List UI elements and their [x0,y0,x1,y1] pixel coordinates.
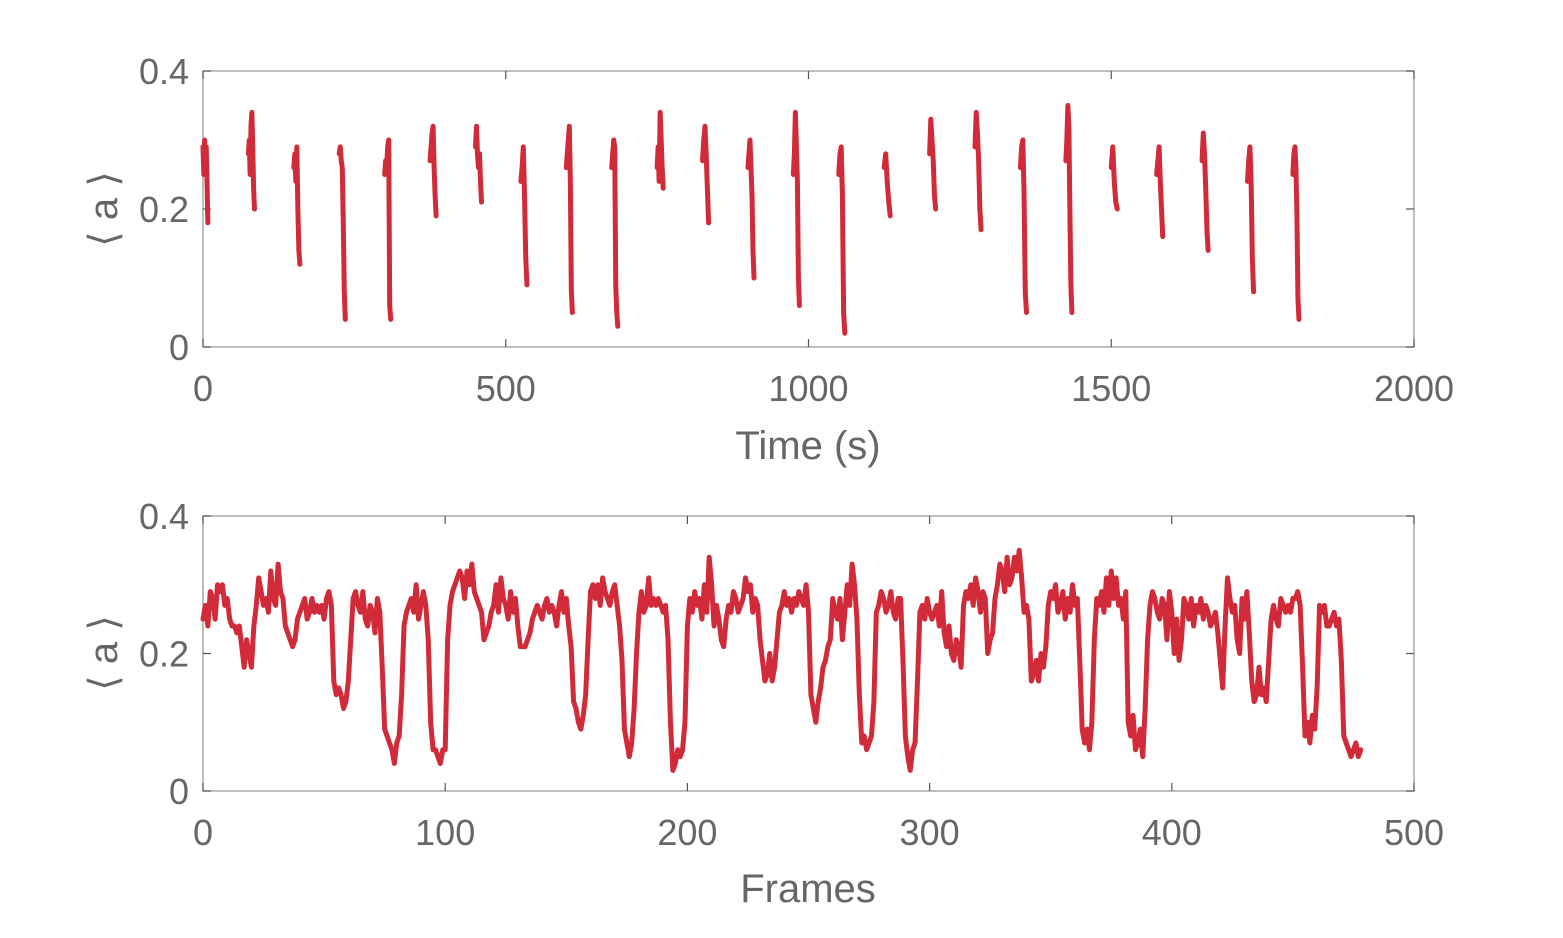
frames-x-tick-label: 300 [900,812,960,853]
time-y-tick-label: 0.4 [139,51,189,92]
time-y-axis-label: ⟨ a ⟩ [82,171,126,247]
frames-y-tick-labels: 0 0.2 0.4 [139,496,189,812]
time-panel: 0 500 1000 1500 2000 0 0.2 0.4 Time (s) ⟨ a ⟩ [82,51,1454,468]
time-plot-frame [202,70,1415,348]
frames-x-tick-label: 100 [415,812,475,853]
frames-y-axis-label: ⟨ a ⟩ [82,615,126,691]
frames-y-tick-label: 0.2 [139,634,189,675]
time-series-line [200,103,1302,336]
time-y-tick-labels: 0 0.2 0.4 [139,51,189,368]
time-x-tick-labels: 0 500 1000 1500 2000 [193,368,1454,409]
frames-y-tick-label: 0.4 [139,496,189,537]
frames-series-line [200,547,1364,773]
frames-x-axis-label: Frames [740,867,876,911]
time-x-tick-label: 2000 [1374,368,1454,409]
time-x-tick-label: 0 [193,368,213,409]
frames-x-tick-label: 400 [1142,812,1202,853]
frames-x-tick-label: 0 [193,812,213,853]
time-x-tick-label: 1500 [1071,368,1151,409]
time-y-tick-label: 0.2 [139,189,189,230]
time-y-tick-label: 0 [169,327,189,368]
time-x-tick-label: 1000 [768,368,848,409]
frames-y-tick-label: 0 [169,771,189,812]
frames-x-tick-labels: 0 100 200 300 400 500 [193,812,1444,853]
time-x-tick-label: 500 [476,368,536,409]
frames-axis-ticks [202,515,1415,792]
frames-x-tick-label: 500 [1384,812,1444,853]
time-axis-ticks [202,70,1415,348]
time-x-axis-label: Time (s) [735,424,880,468]
frames-panel: 0 100 200 300 400 500 0 0.2 0.4 Frames ⟨ a ⟩ [82,496,1444,911]
frames-x-tick-label: 200 [657,812,717,853]
